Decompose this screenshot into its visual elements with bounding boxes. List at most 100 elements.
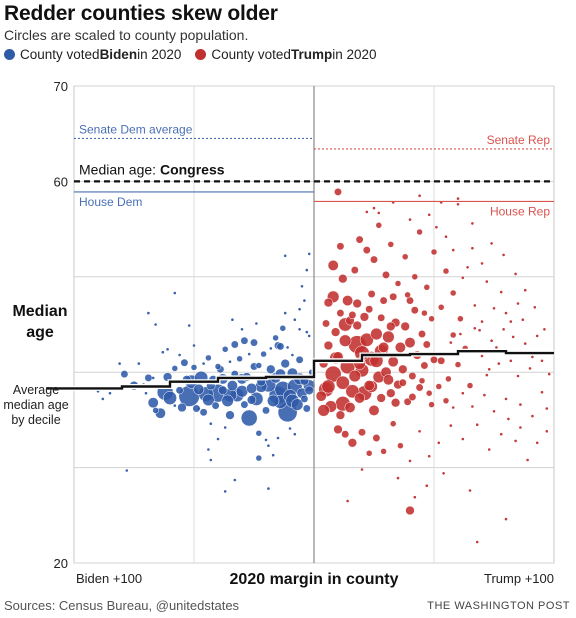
- biden-county-point-113: [267, 444, 270, 448]
- biden-county-point-104: [178, 353, 181, 357]
- biden-county-point-31: [226, 380, 238, 392]
- trump-county-point-66: [408, 372, 417, 380]
- biden-county-point-106: [173, 291, 177, 295]
- trump-county-point-201: [519, 403, 522, 406]
- biden-county-point-107: [147, 311, 150, 315]
- trump-county-point-101: [423, 284, 431, 291]
- trump-county-point-70: [420, 361, 429, 370]
- biden-county-point-62: [240, 400, 249, 409]
- x-axis-title: 2020 margin in county: [230, 571, 399, 588]
- biden-county-point-10: [163, 391, 177, 405]
- y-axis-title: Median age: [12, 303, 67, 341]
- y-tick-label-60: 60: [54, 174, 68, 189]
- trump-county-point-155: [468, 489, 472, 492]
- trump-county-point-69: [418, 330, 426, 338]
- trump-county-point-202: [531, 414, 534, 418]
- trump-county-point-137: [516, 374, 520, 378]
- biden-county-point-40: [177, 402, 187, 413]
- trump-county-point-151: [396, 476, 400, 480]
- legend-label-trump-prefix: County voted: [211, 47, 291, 62]
- trump-county-point-62: [386, 321, 396, 332]
- chart-subtitle: Circles are scaled to county population.: [4, 27, 249, 43]
- trump-county-point-196: [461, 391, 465, 395]
- trump-county-point-118: [418, 377, 426, 385]
- biden-county-point-53: [120, 370, 129, 379]
- trump-county-point-163: [456, 203, 460, 206]
- trump-county-point-160: [372, 206, 376, 210]
- trump-county-point-152: [413, 495, 417, 499]
- biden-county-point-115: [276, 436, 280, 440]
- legend-item-trump: County voted Trump in 2020: [195, 47, 377, 62]
- trump-county-point-141: [418, 430, 421, 433]
- biden-county-point-98: [298, 307, 301, 311]
- trump-county-point-55: [333, 424, 343, 435]
- trump-county-point-44: [335, 410, 346, 420]
- decile-label: Average median age by decile: [3, 383, 68, 427]
- biden-county-point-44: [225, 410, 235, 420]
- trump-county-point-203: [540, 390, 544, 394]
- trump-county-point-149: [514, 439, 517, 443]
- trump-county-point-68: [415, 383, 424, 392]
- trump-county-point-96: [387, 241, 395, 248]
- trump-county-point-18: [348, 369, 361, 383]
- footer-sources: Sources: Census Bureau, @unitedstates: [4, 598, 240, 613]
- trump-county-point-93: [425, 389, 433, 397]
- biden-county-point-118: [233, 478, 237, 482]
- biden-county-point-29: [193, 383, 205, 395]
- trump-county-point-190: [471, 246, 474, 250]
- trump-county-point-124: [478, 328, 481, 332]
- trump-county-point-112: [365, 450, 373, 457]
- trump-county-point-162: [427, 213, 431, 217]
- trump-county-point-77: [370, 255, 378, 264]
- biden-county-point-80: [260, 350, 267, 358]
- trump-county-point-46: [386, 388, 396, 398]
- biden-county-point-77: [221, 346, 229, 353]
- trump-county-point-117: [404, 291, 411, 299]
- trump-county-point-97: [394, 280, 402, 287]
- trump-county-point-171: [449, 341, 453, 344]
- trump-county-point-103: [437, 304, 445, 311]
- biden-county-point-86: [255, 454, 263, 462]
- biden-county-point-67: [302, 404, 311, 413]
- trump-county-point-145: [461, 437, 465, 441]
- trump-county-point-45: [359, 312, 370, 322]
- biden-county-point-105: [154, 323, 157, 326]
- trump-county-point-58: [352, 320, 362, 331]
- biden-county-point-123: [125, 469, 129, 472]
- trump-county-point-194: [435, 225, 438, 229]
- legend-label-biden-bold: Biden: [99, 47, 138, 62]
- biden-county-point-120: [271, 453, 275, 457]
- trump-county-point-121: [442, 397, 450, 405]
- trump-county-point-105: [449, 289, 457, 297]
- trump-county-point-67: [410, 306, 419, 315]
- trump-county-point-90: [398, 378, 407, 387]
- trump-county-point-148: [499, 432, 503, 436]
- trump-county-point-146: [475, 423, 479, 427]
- legend-swatch-trump: [195, 49, 207, 60]
- biden-county-point-24: [202, 393, 215, 407]
- trump-county-point-17: [339, 334, 352, 347]
- trump-county-point-177: [504, 311, 508, 315]
- trump-county-point-94: [428, 315, 435, 323]
- biden-county-point-74: [171, 365, 179, 372]
- trump-county-point-29: [344, 402, 356, 413]
- biden-county-point-129: [202, 362, 205, 365]
- trump-county-point-143: [437, 441, 441, 445]
- trump-county-point-22: [317, 404, 330, 417]
- y-tick-label-20: 20: [54, 556, 68, 571]
- trump-county-point-88: [336, 309, 345, 318]
- biden-county-point-135: [307, 334, 311, 338]
- trump-county-point-104: [442, 267, 450, 275]
- biden-county-point-121: [209, 458, 213, 462]
- trump-county-point-176: [495, 346, 498, 349]
- biden-county-point-102: [283, 254, 287, 258]
- decile-step-path: [46, 350, 554, 390]
- biden-county-point-93: [255, 322, 258, 325]
- biden-county-point-79: [255, 430, 263, 437]
- biden-county-point-116: [288, 427, 292, 430]
- biden-county-point-21: [267, 394, 280, 407]
- biden-county-point-89: [187, 324, 191, 327]
- trump-county-point-127: [499, 290, 503, 294]
- legend-label-trump-bold: Trump: [290, 47, 333, 62]
- trump-county-point-106: [457, 315, 464, 323]
